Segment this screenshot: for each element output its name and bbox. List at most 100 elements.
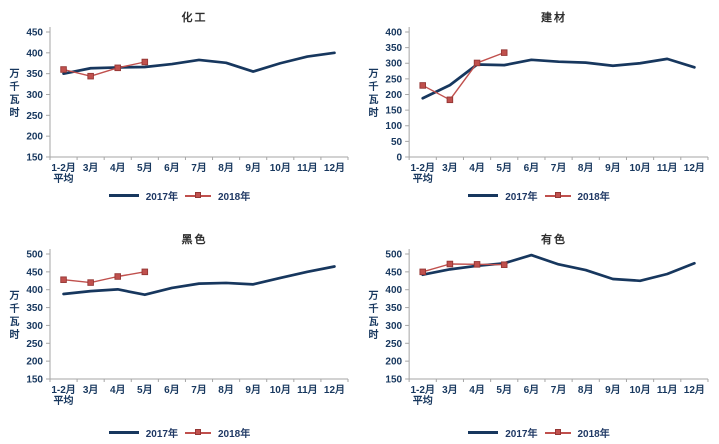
svg-text:1-2月: 1-2月 bbox=[51, 162, 75, 174]
svg-text:12月: 12月 bbox=[324, 384, 345, 396]
svg-text:5月: 5月 bbox=[496, 384, 512, 396]
svg-text:4月: 4月 bbox=[469, 162, 485, 174]
svg-text:350: 350 bbox=[26, 303, 43, 314]
svg-text:200: 200 bbox=[26, 132, 43, 143]
svg-text:8月: 8月 bbox=[578, 162, 594, 174]
legend-label-2018: 2018年 bbox=[577, 429, 610, 440]
svg-text:3月: 3月 bbox=[83, 162, 99, 174]
chart-legend: 2017年 2018年 bbox=[359, 425, 719, 440]
svg-text:200: 200 bbox=[26, 357, 43, 368]
square-marker-icon bbox=[554, 428, 561, 435]
svg-text:150: 150 bbox=[385, 375, 402, 386]
svg-text:7月: 7月 bbox=[551, 162, 567, 174]
svg-text:6月: 6月 bbox=[164, 162, 180, 174]
svg-text:平均: 平均 bbox=[54, 172, 74, 185]
chart-legend: 2017年 2018年 bbox=[0, 425, 359, 440]
svg-text:100: 100 bbox=[385, 121, 402, 132]
chart-title: 有色 bbox=[541, 234, 567, 246]
svg-text:500: 500 bbox=[385, 250, 402, 261]
svg-text:10月: 10月 bbox=[270, 162, 291, 174]
square-marker-icon bbox=[195, 428, 201, 435]
y-axis-title: 万千瓦时 bbox=[368, 69, 379, 119]
svg-text:450: 450 bbox=[385, 267, 402, 278]
svg-text:5月: 5月 bbox=[137, 162, 153, 174]
svg-text:3月: 3月 bbox=[442, 162, 458, 174]
svg-text:300: 300 bbox=[26, 321, 43, 332]
y-axis-title: 万千瓦时 bbox=[9, 291, 20, 341]
legend-line-2018-icon bbox=[544, 428, 571, 435]
chart-title: 建材 bbox=[541, 12, 567, 24]
svg-text:6月: 6月 bbox=[524, 162, 540, 174]
svg-text:11月: 11月 bbox=[297, 384, 318, 396]
chart-panel-jiancai: 建材 0 50 100 150 200 250 300 350 400 1-2月 平均 3月 4月 5月 6… bbox=[359, 0, 719, 222]
svg-text:400: 400 bbox=[385, 285, 402, 296]
svg-text:350: 350 bbox=[385, 303, 402, 314]
svg-text:平均: 平均 bbox=[413, 172, 433, 185]
svg-text:200: 200 bbox=[385, 90, 402, 101]
svg-text:7月: 7月 bbox=[191, 162, 207, 174]
svg-text:10月: 10月 bbox=[270, 384, 291, 396]
legend-label-2018: 2018年 bbox=[577, 192, 610, 203]
chart-title: 黑色 bbox=[181, 234, 208, 246]
svg-text:250: 250 bbox=[26, 339, 43, 350]
svg-text:500: 500 bbox=[26, 250, 43, 261]
legend-line-2018-icon bbox=[185, 191, 211, 198]
square-marker-icon bbox=[195, 191, 201, 198]
svg-text:1-2月: 1-2月 bbox=[410, 384, 434, 396]
svg-text:150: 150 bbox=[385, 106, 402, 117]
svg-text:8月: 8月 bbox=[218, 162, 234, 174]
svg-text:12月: 12月 bbox=[684, 384, 705, 396]
legend-line-2018-icon bbox=[544, 191, 571, 198]
svg-text:9月: 9月 bbox=[605, 384, 621, 396]
legend-line-2017-icon bbox=[108, 194, 139, 197]
svg-text:6月: 6月 bbox=[164, 384, 180, 396]
legend-label-2017: 2017年 bbox=[145, 192, 178, 203]
svg-text:50: 50 bbox=[391, 137, 403, 148]
legend-label-2018: 2018年 bbox=[218, 429, 251, 440]
svg-text:250: 250 bbox=[385, 339, 402, 350]
legend-label-2017: 2017年 bbox=[145, 429, 178, 440]
y-axis-title: 万千瓦时 bbox=[368, 291, 379, 341]
legend-line-2018-icon bbox=[185, 428, 211, 435]
svg-text:200: 200 bbox=[385, 357, 402, 368]
svg-text:400: 400 bbox=[26, 285, 43, 296]
svg-text:10月: 10月 bbox=[629, 384, 650, 396]
svg-text:0: 0 bbox=[397, 153, 403, 164]
svg-text:1-2月: 1-2月 bbox=[410, 162, 434, 174]
legend-line-2017-icon bbox=[108, 431, 139, 434]
svg-text:平均: 平均 bbox=[54, 394, 74, 407]
svg-text:250: 250 bbox=[26, 111, 43, 122]
svg-text:4月: 4月 bbox=[110, 162, 126, 174]
svg-text:5月: 5月 bbox=[137, 384, 153, 396]
svg-text:400: 400 bbox=[26, 48, 43, 59]
svg-text:9月: 9月 bbox=[245, 162, 261, 174]
svg-text:150: 150 bbox=[26, 153, 43, 164]
svg-text:7月: 7月 bbox=[191, 384, 207, 396]
svg-text:1-2月: 1-2月 bbox=[51, 384, 75, 396]
chart-legend: 2017年 2018年 bbox=[0, 188, 359, 203]
chart-title: 化工 bbox=[181, 12, 208, 24]
svg-text:300: 300 bbox=[26, 90, 43, 101]
svg-text:300: 300 bbox=[385, 59, 402, 70]
svg-text:3月: 3月 bbox=[83, 384, 99, 396]
svg-text:12月: 12月 bbox=[324, 162, 345, 174]
svg-text:11月: 11月 bbox=[657, 162, 678, 174]
svg-text:12月: 12月 bbox=[684, 162, 705, 174]
chart-panel-huagong: 化工 150 200 250 300 350 400 450 1-2月 平均 3月 4月 5月 6月 7月… bbox=[0, 0, 359, 222]
svg-text:450: 450 bbox=[26, 267, 43, 278]
svg-text:9月: 9月 bbox=[245, 384, 261, 396]
svg-text:8月: 8月 bbox=[218, 384, 234, 396]
y-axis-title: 万千瓦时 bbox=[9, 69, 20, 119]
square-marker-icon bbox=[554, 191, 561, 198]
svg-text:300: 300 bbox=[385, 321, 402, 332]
svg-text:7月: 7月 bbox=[551, 384, 567, 396]
chart-legend: 2017年 2018年 bbox=[359, 188, 719, 203]
legend-label-2017: 2017年 bbox=[505, 429, 538, 440]
svg-text:6月: 6月 bbox=[524, 384, 540, 396]
legend-line-2017-icon bbox=[468, 194, 499, 197]
svg-text:5月: 5月 bbox=[496, 162, 512, 174]
